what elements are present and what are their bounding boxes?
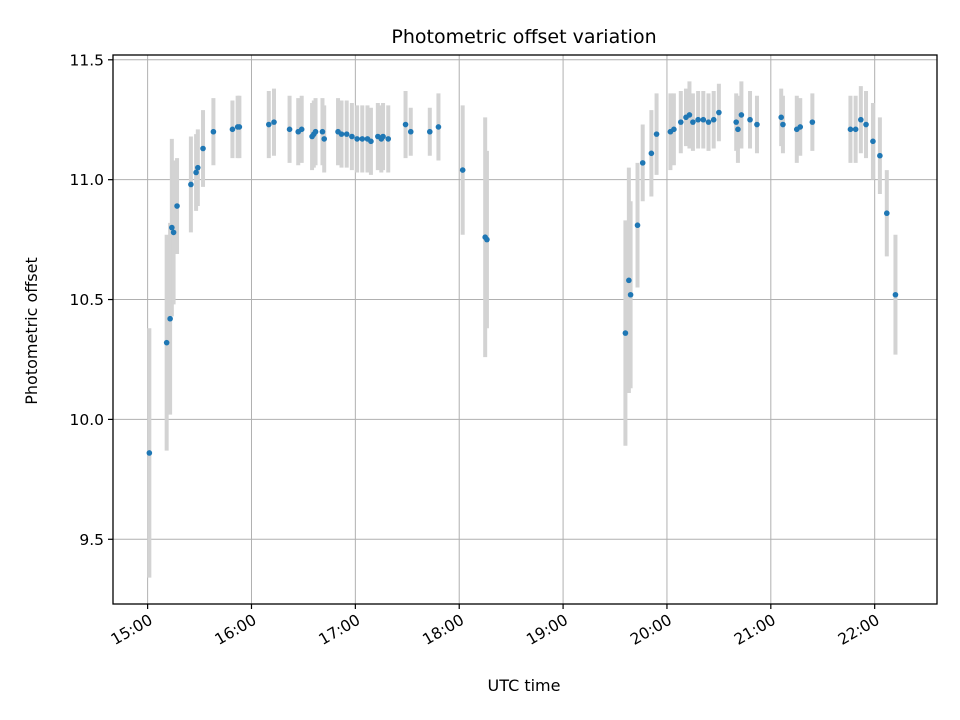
data-point bbox=[193, 169, 199, 176]
data-point bbox=[385, 136, 392, 142]
data-point bbox=[380, 133, 386, 140]
data-point bbox=[648, 150, 655, 157]
y-tick-label: 11.5 bbox=[69, 51, 104, 69]
data-point bbox=[484, 236, 490, 243]
data-point bbox=[695, 116, 701, 123]
data-point bbox=[146, 450, 153, 456]
data-point bbox=[298, 126, 305, 133]
data-point bbox=[321, 136, 327, 142]
data-point bbox=[710, 116, 717, 123]
data-point bbox=[265, 121, 272, 128]
data-point bbox=[747, 116, 753, 123]
data-point bbox=[700, 116, 707, 123]
data-point bbox=[169, 224, 175, 231]
data-point bbox=[847, 126, 854, 133]
data-point bbox=[653, 131, 660, 137]
y-tick-label: 11.0 bbox=[69, 171, 104, 189]
data-point bbox=[780, 121, 786, 128]
data-point bbox=[892, 291, 899, 298]
data-point bbox=[686, 112, 693, 118]
data-point bbox=[870, 138, 876, 145]
data-point bbox=[863, 121, 869, 128]
y-tick-label: 10.0 bbox=[69, 411, 104, 429]
data-point bbox=[754, 121, 760, 128]
data-point bbox=[354, 136, 360, 142]
data-point bbox=[426, 128, 433, 135]
data-point bbox=[174, 203, 180, 209]
data-point bbox=[735, 126, 741, 133]
y-axis: 9.5 10.0 10.5 11.0 11.5 bbox=[69, 51, 113, 549]
data-point bbox=[286, 126, 293, 133]
data-point bbox=[435, 124, 442, 130]
chart-title: Photometric offset variation bbox=[391, 26, 656, 48]
data-point bbox=[319, 128, 326, 135]
data-point bbox=[626, 277, 632, 284]
data-point bbox=[210, 128, 217, 135]
data-point bbox=[368, 138, 374, 145]
data-point bbox=[459, 167, 466, 173]
data-point bbox=[677, 119, 684, 125]
data-point bbox=[402, 121, 409, 128]
data-point bbox=[634, 222, 641, 229]
data-point bbox=[200, 145, 206, 152]
data-point bbox=[705, 119, 712, 125]
data-point bbox=[343, 131, 350, 137]
data-point bbox=[716, 109, 722, 116]
data-point bbox=[883, 210, 890, 217]
y-tick-label: 10.5 bbox=[69, 291, 104, 309]
data-point bbox=[271, 119, 277, 125]
data-point bbox=[163, 339, 170, 346]
data-point bbox=[622, 330, 629, 336]
data-point bbox=[349, 133, 355, 140]
data-point bbox=[671, 126, 677, 133]
data-point bbox=[312, 128, 319, 135]
data-point bbox=[690, 119, 696, 125]
plot-frame bbox=[112, 54, 938, 605]
data-point bbox=[627, 291, 634, 298]
data-points bbox=[146, 109, 899, 456]
data-point bbox=[195, 164, 201, 171]
data-point bbox=[733, 119, 739, 125]
data-point bbox=[167, 315, 173, 322]
data-point bbox=[188, 181, 194, 188]
data-point bbox=[858, 116, 864, 123]
data-point bbox=[407, 128, 414, 135]
x-axis-label: UTC time bbox=[488, 676, 561, 695]
data-point bbox=[639, 160, 646, 166]
data-point bbox=[852, 126, 859, 133]
y-axis-label: Photometric offset bbox=[22, 257, 41, 405]
data-point bbox=[229, 126, 236, 133]
data-point bbox=[236, 124, 243, 130]
y-tick-label: 9.5 bbox=[79, 531, 104, 549]
data-point bbox=[170, 229, 177, 236]
data-point bbox=[359, 136, 366, 142]
data-point bbox=[738, 112, 745, 118]
data-point bbox=[797, 124, 804, 130]
data-point bbox=[809, 119, 816, 125]
data-point bbox=[338, 131, 345, 137]
data-point bbox=[778, 114, 785, 121]
data-point bbox=[877, 152, 883, 159]
